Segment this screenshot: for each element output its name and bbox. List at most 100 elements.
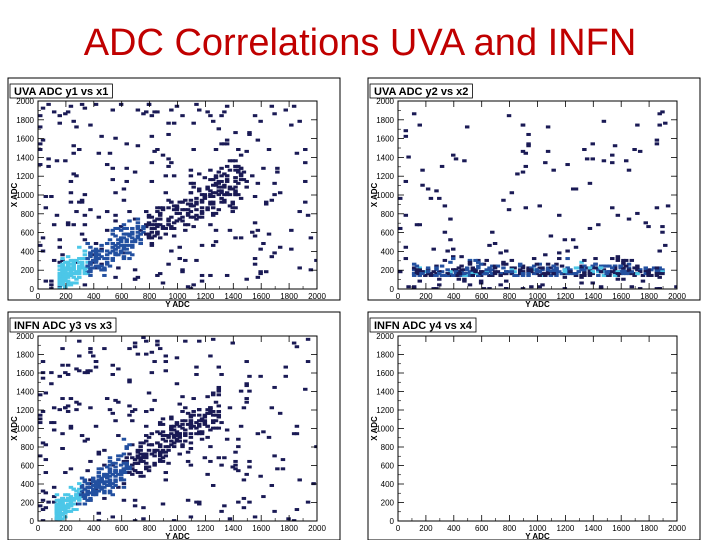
band-cell — [456, 270, 462, 274]
band-cell — [411, 268, 417, 272]
x-tick-label: 1000 — [169, 524, 187, 533]
noise-cell — [272, 251, 277, 255]
noise-cell — [68, 179, 74, 183]
noise-cell — [255, 228, 261, 232]
noise-cell — [43, 471, 49, 475]
noise-cell — [71, 119, 76, 123]
correlation-cell — [233, 185, 238, 189]
x-tick-label: 1600 — [252, 292, 270, 301]
correlation-cell — [238, 153, 244, 157]
correlation-cell — [91, 487, 96, 491]
correlation-cell — [152, 226, 157, 230]
correlation-cell — [216, 193, 222, 197]
correlation-cell — [191, 410, 196, 413]
x-tick-label: 0 — [396, 524, 401, 533]
correlation-cell — [213, 181, 219, 185]
correlation-cell — [199, 419, 205, 423]
correlation-cell — [210, 211, 216, 215]
noise-cell — [208, 114, 213, 118]
band-cell — [467, 270, 473, 274]
correlation-cell — [233, 159, 238, 163]
noise-cell — [163, 471, 169, 475]
noise-cell — [448, 238, 453, 242]
correlation-cell — [60, 262, 65, 266]
correlation-cell — [88, 273, 93, 277]
band-cell — [607, 272, 612, 276]
correlation-cell — [54, 508, 60, 512]
band-cell — [423, 270, 428, 274]
slide-title: ADC Correlations UVA and INFN — [83, 22, 637, 64]
noise-cell — [199, 193, 205, 197]
correlation-cell — [171, 234, 177, 238]
band-cell — [481, 272, 487, 276]
correlation-cell — [57, 506, 62, 510]
correlation-cell — [82, 270, 88, 274]
correlation-cell — [194, 217, 199, 221]
correlation-cell — [93, 253, 99, 257]
correlation-cell — [230, 202, 235, 206]
band-cell — [453, 273, 459, 277]
band-cell — [568, 272, 573, 276]
noise-cell — [632, 148, 637, 152]
correlation-cell — [63, 268, 68, 272]
correlation-cell — [194, 432, 199, 436]
correlation-cell — [210, 178, 216, 182]
noise-cell — [492, 242, 498, 246]
noise-cell — [261, 166, 266, 170]
correlation-cell — [157, 206, 163, 210]
noise-cell — [113, 219, 118, 223]
band-cell — [621, 260, 626, 264]
noise-cell — [68, 424, 74, 428]
correlation-cell — [127, 251, 132, 255]
noise-cell — [74, 400, 79, 404]
noise-cell — [194, 365, 199, 369]
correlation-cell — [163, 450, 169, 454]
correlation-cell — [157, 458, 163, 462]
band-cell — [626, 266, 632, 270]
noise-cell — [565, 163, 570, 167]
noise-cell — [289, 228, 294, 232]
noise-cell — [506, 208, 512, 212]
band-cell — [540, 268, 545, 272]
correlation-cell — [57, 277, 62, 281]
correlation-cell — [102, 268, 107, 272]
band-cell — [623, 272, 629, 276]
band-cell — [467, 273, 473, 277]
noise-cell — [183, 223, 188, 227]
noise-cell — [573, 245, 579, 249]
correlation-cell — [68, 504, 74, 508]
correlation-cell — [85, 257, 90, 261]
correlation-cell — [157, 452, 163, 456]
correlation-cell — [216, 385, 222, 389]
noise-cell — [590, 281, 595, 285]
band-cell — [414, 272, 420, 276]
correlation-cell — [65, 509, 71, 513]
correlation-cell — [82, 257, 88, 261]
noise-cell — [199, 279, 205, 283]
noise-cell — [85, 371, 90, 375]
correlation-cell — [202, 413, 208, 417]
noise-cell — [431, 247, 436, 251]
correlation-cell — [127, 443, 132, 447]
correlation-cell — [77, 264, 82, 268]
noise-cell — [621, 277, 626, 281]
noise-cell — [77, 148, 82, 152]
correlation-cell — [88, 496, 93, 500]
noise-cell — [46, 157, 51, 161]
noise-cell — [590, 157, 595, 161]
band-cell — [623, 264, 629, 268]
band-cell — [587, 270, 593, 274]
noise-cell — [46, 164, 51, 168]
correlation-cell — [54, 517, 60, 521]
noise-cell — [68, 200, 74, 204]
band-cell — [464, 272, 470, 276]
band-cell — [621, 272, 626, 276]
correlation-cell — [116, 458, 121, 462]
correlation-cell — [124, 247, 129, 251]
correlation-cell — [149, 226, 155, 230]
noise-cell — [456, 277, 462, 281]
correlation-cell — [118, 251, 124, 255]
correlation-cell — [144, 456, 149, 460]
correlation-cell — [63, 273, 68, 277]
noise-cell — [124, 179, 129, 183]
